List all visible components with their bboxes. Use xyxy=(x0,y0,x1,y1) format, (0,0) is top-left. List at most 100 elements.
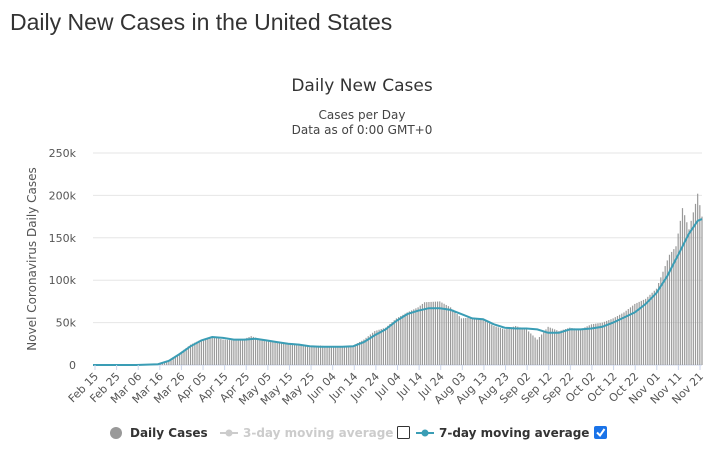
daily-case-bar xyxy=(332,347,335,365)
daily-case-bar xyxy=(413,309,415,365)
daily-case-bar xyxy=(681,208,684,365)
daily-case-bar xyxy=(358,341,361,365)
daily-case-bar xyxy=(343,346,345,365)
daily-case-bar xyxy=(202,339,205,365)
daily-case-bar xyxy=(543,331,545,365)
daily-case-bar xyxy=(528,331,530,365)
daily-case-bar xyxy=(458,316,460,365)
daily-case-bar xyxy=(250,336,252,365)
daily-case-bar xyxy=(640,300,642,365)
daily-case-bar xyxy=(489,323,491,365)
daily-case-bar xyxy=(382,328,385,365)
daily-case-bar xyxy=(530,333,532,365)
daily-case-bar xyxy=(291,343,293,365)
daily-case-bar xyxy=(460,318,463,365)
daily-case-bar xyxy=(397,317,400,365)
line-series xyxy=(93,218,703,366)
daily-case-bar xyxy=(445,304,447,365)
daily-case-bar xyxy=(447,306,450,365)
daily-case-bar xyxy=(387,325,389,365)
daily-case-bar xyxy=(274,341,276,365)
daily-case-bar xyxy=(423,302,426,365)
daily-case-bar xyxy=(289,343,291,365)
daily-case-bar xyxy=(697,193,699,365)
checkbox-box xyxy=(594,426,607,439)
daily-case-bar xyxy=(573,328,575,365)
daily-case-bar xyxy=(246,337,248,365)
dot-marker xyxy=(225,429,233,437)
legend-item-daily-cases[interactable]: Daily Cases xyxy=(110,426,208,440)
daily-case-bar xyxy=(688,229,690,365)
daily-case-bar xyxy=(679,220,681,365)
daily-case-bar xyxy=(315,346,317,365)
daily-case-bar xyxy=(547,326,549,365)
daily-case-bar xyxy=(469,317,471,365)
legend-label: Daily Cases xyxy=(130,426,208,440)
daily-case-bar xyxy=(521,328,523,365)
daily-case-bar xyxy=(189,344,192,365)
y-tick-label: 0 xyxy=(69,359,76,372)
daily-case-bar xyxy=(276,342,278,365)
bar-series xyxy=(96,193,703,365)
daily-case-bar xyxy=(261,339,263,365)
daily-case-bar xyxy=(569,327,571,365)
daily-case-bar xyxy=(207,338,209,365)
daily-case-bar xyxy=(263,340,265,365)
daily-case-bar xyxy=(170,358,172,365)
daily-case-bar xyxy=(335,346,337,365)
daily-case-bar xyxy=(668,254,671,365)
daily-case-bar xyxy=(467,317,469,365)
daily-case-bar xyxy=(213,337,215,365)
daily-case-bar xyxy=(408,311,411,365)
daily-case-bar xyxy=(508,328,510,365)
daily-case-bar xyxy=(658,283,660,365)
daily-case-bar xyxy=(441,302,443,365)
daily-case-bar xyxy=(296,343,298,365)
daily-case-bar xyxy=(248,337,250,365)
legend-item-seven-day-average[interactable]: 7-day moving average xyxy=(416,426,589,440)
daily-case-bar xyxy=(376,330,378,365)
daily-case-bar xyxy=(432,301,434,365)
daily-case-bar xyxy=(267,341,270,365)
seven-day-average-checkbox[interactable] xyxy=(594,426,607,439)
daily-case-bar xyxy=(701,216,703,365)
daily-case-bar xyxy=(571,328,573,365)
chart-title: Daily New Cases xyxy=(291,76,433,96)
daily-case-bar xyxy=(367,336,369,365)
daily-case-bar xyxy=(465,318,467,365)
legend-item-three-day-average[interactable]: 3-day moving average xyxy=(220,426,393,440)
daily-case-bar xyxy=(254,337,257,365)
daily-case-bar xyxy=(222,339,224,365)
daily-case-bar xyxy=(675,246,677,365)
daily-case-bar xyxy=(580,329,582,365)
daily-case-bar xyxy=(690,220,692,365)
daily-case-bar xyxy=(430,301,432,365)
daily-case-bar xyxy=(482,319,484,365)
daily-case-bar xyxy=(302,345,304,365)
daily-case-bar xyxy=(584,327,586,365)
daily-case-bar xyxy=(341,346,343,365)
daily-case-bar xyxy=(426,302,428,365)
daily-case-bar xyxy=(226,339,228,365)
daily-case-bar xyxy=(179,353,181,365)
daily-case-bar xyxy=(645,298,647,365)
daily-case-bar xyxy=(421,303,424,365)
daily-case-bar xyxy=(523,328,525,365)
daily-case-bar xyxy=(515,325,517,365)
daily-case-bar xyxy=(194,342,196,365)
daily-case-bar xyxy=(651,292,653,365)
daily-case-bar xyxy=(337,346,339,365)
seven-day-average-line xyxy=(93,218,703,366)
daily-case-bar xyxy=(504,329,506,365)
daily-case-bar xyxy=(534,337,536,365)
daily-case-bar xyxy=(252,336,254,365)
daily-case-bar xyxy=(484,320,486,365)
dot-marker xyxy=(421,429,429,437)
daily-case-bar xyxy=(272,341,274,365)
daily-case-bar xyxy=(612,318,614,365)
daily-case-bar xyxy=(361,340,363,365)
daily-case-bar xyxy=(638,301,640,365)
three-day-average-checkbox[interactable] xyxy=(397,426,410,439)
daily-case-bar xyxy=(463,318,465,365)
